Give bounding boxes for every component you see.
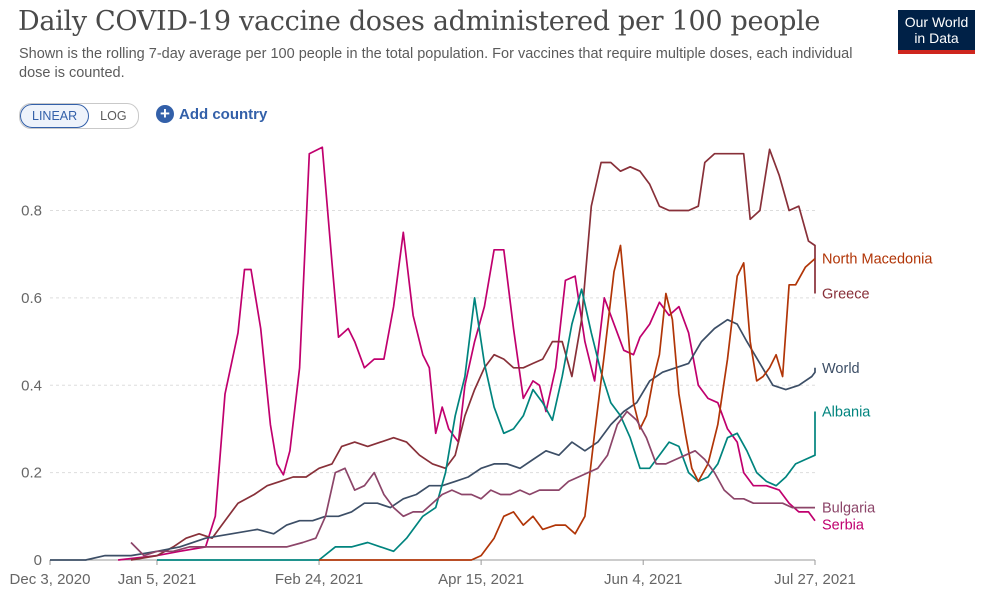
add-country-button[interactable]: + Add country <box>156 103 267 125</box>
series-line-north-macedonia <box>319 244 816 561</box>
y-tick-label: 0 <box>34 552 42 569</box>
series-label-greece: Greece <box>822 287 870 303</box>
chart-title: Daily COVID-19 vaccine doses administere… <box>18 6 821 37</box>
y-tick-label: 0.4 <box>21 377 42 394</box>
plus-circle-icon: + <box>156 105 174 123</box>
y-tick-label: 0.8 <box>21 203 42 220</box>
series-line-albania <box>157 288 816 561</box>
x-tick-label: Jun 4, 2021 <box>604 571 682 588</box>
add-country-label: Add country <box>179 105 268 123</box>
series-label-world: World <box>822 361 860 377</box>
series-label-albania: Albania <box>822 404 871 420</box>
x-tick-label: Dec 3, 2020 <box>10 571 91 588</box>
scale-toggle: LINEAR LOG <box>19 103 139 129</box>
log-scale-button[interactable]: LOG <box>100 109 127 123</box>
x-tick-label: Feb 24, 2021 <box>275 571 363 588</box>
x-tick-label: Apr 15, 2021 <box>438 571 524 588</box>
x-tick-label: Jan 5, 2021 <box>118 571 196 588</box>
series-label-bulgaria: Bulgaria <box>822 501 876 517</box>
series-line-bulgaria <box>130 410 815 557</box>
x-tick-label: Jul 27, 2021 <box>774 571 856 588</box>
logo-accent-bar <box>898 50 975 54</box>
owid-logo[interactable]: Our World in Data <box>898 10 975 54</box>
series-line-world <box>50 318 816 561</box>
linear-scale-button[interactable]: LINEAR <box>20 104 90 128</box>
y-tick-label: 0.2 <box>21 465 42 482</box>
y-tick-label: 0.6 <box>21 290 42 307</box>
chart-subtitle: Shown is the rolling 7-day average per 1… <box>19 46 853 81</box>
logo-line-2: in Data <box>914 30 959 46</box>
series-line-greece <box>130 148 816 561</box>
series-label-north-macedonia: North Macedonia <box>822 252 933 268</box>
series-label-serbia: Serbia <box>822 518 865 534</box>
series-line-serbia <box>118 146 816 561</box>
logo-line-1: Our World <box>904 14 969 30</box>
